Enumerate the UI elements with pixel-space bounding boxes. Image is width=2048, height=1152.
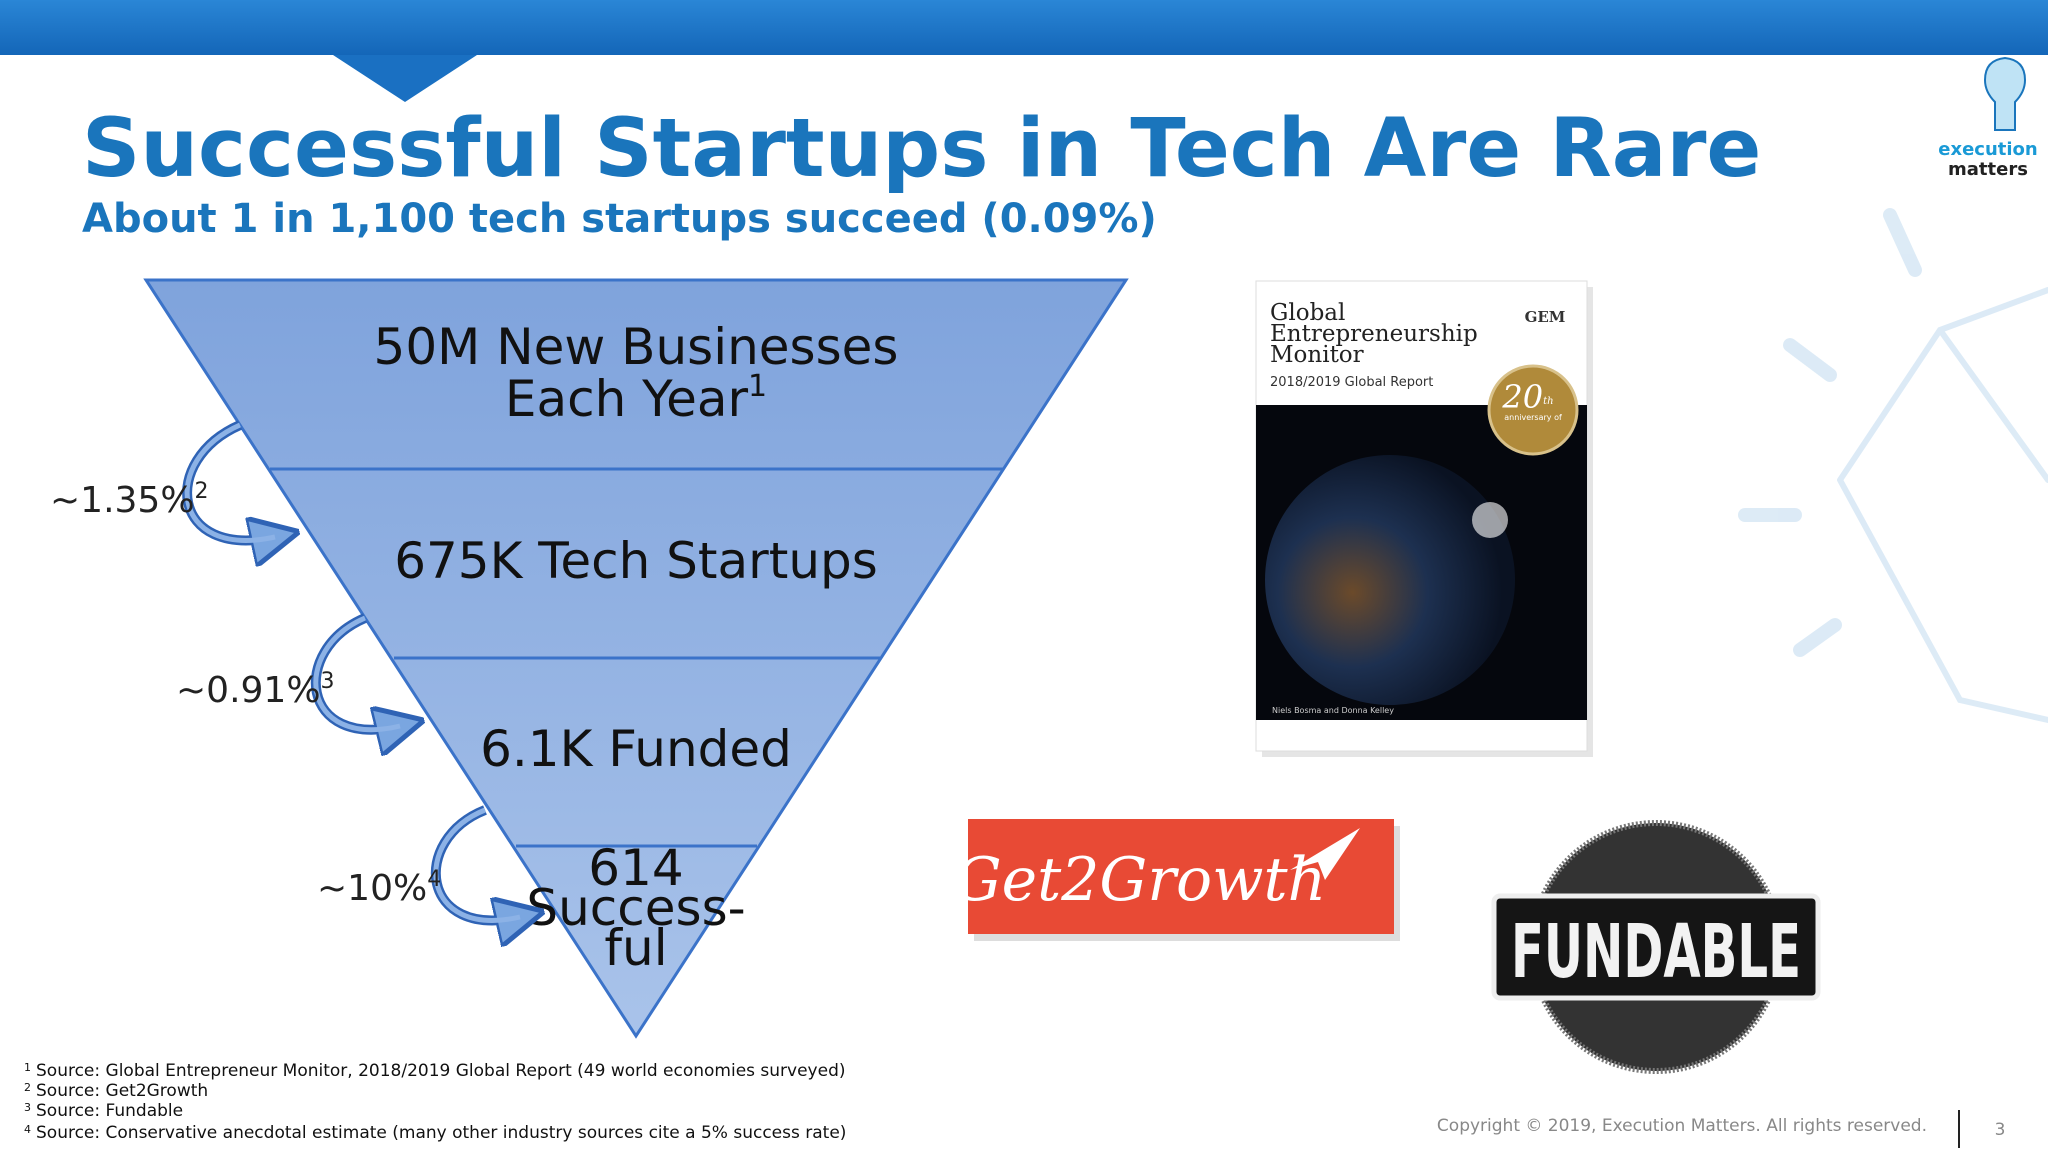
page-number: 3	[1995, 1120, 2006, 1140]
get2growth-logo: Get2Growth	[954, 819, 1400, 941]
note-mark: 1	[748, 369, 767, 404]
footnotes: 1 Source: Global Entrepreneur Monitor, 20…	[24, 1061, 846, 1143]
footnote: 3 Source: Fundable	[24, 1101, 183, 1121]
logo-box	[968, 819, 1394, 934]
badge-sup: th	[1543, 396, 1553, 407]
report-title: Monitor	[1270, 342, 1364, 368]
note-mark: 2	[195, 479, 209, 504]
rate-text: ~10%	[317, 868, 427, 909]
notch	[333, 55, 477, 102]
title: Successful Startups in Tech Are Rare	[82, 102, 1761, 196]
level-label: ful	[604, 919, 667, 977]
note-mark: 4	[24, 1123, 31, 1136]
decor	[1738, 208, 2048, 723]
level-label-line: Each Year	[505, 370, 749, 428]
subtitle: About 1 in 1,100 tech startups succeed (…	[82, 196, 1157, 242]
plane-icon	[1290, 828, 1360, 880]
footnote: 1 Source: Global Entrepreneur Monitor, 20…	[24, 1061, 846, 1081]
rate-text: ~1.35%	[50, 480, 195, 521]
logo-text: FUNDABLE	[1511, 909, 1801, 995]
brand-line: execution	[1938, 139, 2037, 160]
badge	[1487, 364, 1579, 456]
footnote: 2 Source: Get2Growth	[24, 1081, 208, 1101]
footnote-text: Source: Global Entrepreneur Monitor, 201…	[36, 1061, 846, 1081]
level-label: Success-	[526, 879, 745, 937]
note-mark: 1	[24, 1061, 31, 1074]
step-rate: ~10%4	[317, 867, 441, 909]
footnote: 4 Source: Conservative anecdotal estimate…	[24, 1123, 846, 1143]
level-label: 614	[588, 839, 683, 897]
funnel: 50M New Businesses Each Year1 675K Tech …	[143, 278, 1129, 1039]
step-rate: ~0.91%3	[176, 669, 335, 711]
note-mark: 2	[24, 1081, 31, 1094]
rate-text: ~0.91%	[176, 670, 321, 711]
authors: Niels Bosma and Donna Kelley	[1272, 706, 1394, 715]
copyright: Copyright © 2019, Execution Matters. All…	[1437, 1116, 1927, 1136]
step-rate: ~1.35%2	[50, 479, 209, 521]
badge-band	[1491, 893, 1821, 1001]
footnote-text: Source: Get2Growth	[36, 1081, 208, 1101]
top-bar	[0, 0, 2048, 55]
report-title: Global	[1270, 300, 1345, 326]
note-mark: 3	[321, 669, 335, 694]
bulb-icon	[1983, 56, 2027, 131]
level-label: Each Year1	[505, 369, 767, 428]
badge-num: 20	[1501, 378, 1543, 416]
brand-line: matters	[1948, 159, 2028, 180]
badge-number: 20th	[1501, 378, 1553, 416]
logo-text: Get2Growth	[954, 845, 1327, 915]
footnote-text: Source: Conservative anecdotal estimate …	[36, 1123, 846, 1143]
earth	[1265, 455, 1515, 705]
brand: execution matters	[1938, 56, 2038, 180]
footnote-text: Source: Fundable	[36, 1101, 183, 1121]
report-title: Entrepreneurship	[1270, 321, 1478, 347]
badge-text: anniversary of	[1504, 413, 1562, 422]
arrows-inner	[184, 422, 521, 923]
gem-logo: GEM	[1525, 308, 1566, 326]
level-label: 6.1K Funded	[480, 720, 792, 778]
note-mark: 4	[427, 867, 441, 892]
level-label: 675K Tech Startups	[394, 532, 878, 590]
report-cover: Global Entrepreneurship Monitor 2018/201…	[1255, 280, 1593, 757]
report-subtitle: 2018/2019 Global Report	[1270, 375, 1433, 390]
level-label: 50M New Businesses	[374, 318, 899, 376]
note-mark: 3	[24, 1101, 31, 1114]
fundable-logo: FUNDABLE	[1491, 820, 1821, 1074]
